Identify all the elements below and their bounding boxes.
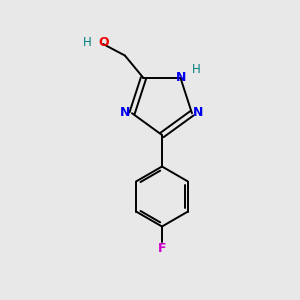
Text: O: O (99, 36, 110, 50)
Text: N: N (176, 71, 186, 84)
Text: H: H (83, 36, 92, 50)
Text: F: F (158, 242, 166, 255)
Text: H: H (192, 63, 200, 76)
Text: N: N (194, 106, 204, 119)
Text: N: N (120, 106, 130, 119)
